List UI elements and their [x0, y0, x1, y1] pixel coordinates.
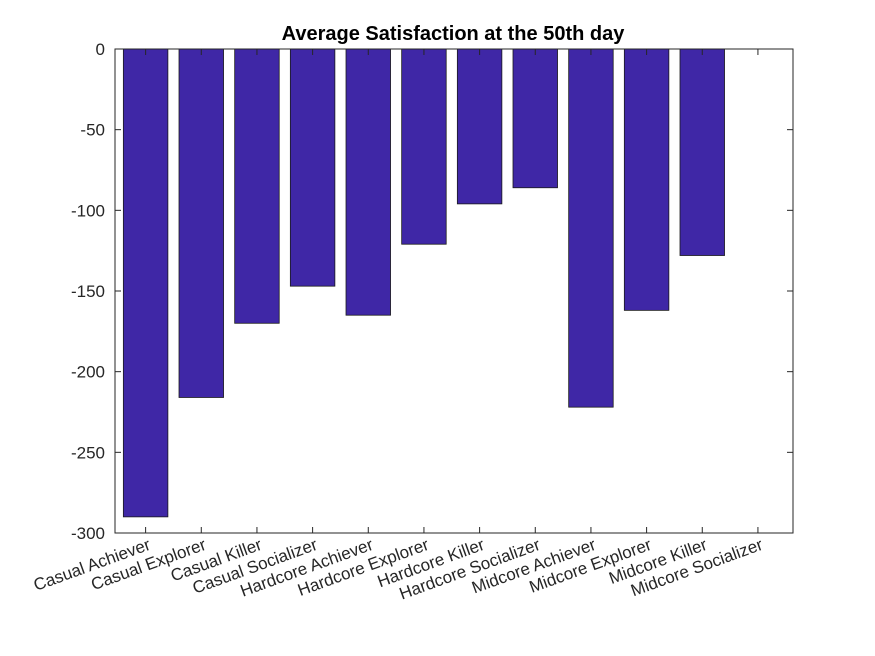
y-ticks-group: 0 -50 -100 -150 -200 -250 -300: [71, 40, 793, 543]
bar-2: [234, 48, 280, 324]
bar-4: [345, 48, 391, 316]
chart-title: Average Satisfaction at the 50th day: [282, 23, 626, 45]
y-tick-label: -150: [71, 282, 105, 301]
y-tick-label: -50: [80, 121, 105, 140]
y-tick-label: -100: [71, 201, 105, 220]
bar-7: [512, 48, 558, 189]
bar-0: [122, 48, 169, 518]
bar-8: [568, 48, 614, 408]
bar-5: [401, 48, 447, 245]
y-tick-label: -200: [71, 363, 105, 382]
bar-9: [623, 48, 670, 311]
bars-group: [122, 48, 725, 518]
bar-1: [178, 48, 224, 398]
y-tick-label: -300: [71, 524, 105, 543]
bar-10: [679, 48, 725, 256]
bar-6: [456, 48, 503, 205]
y-tick-label: -250: [71, 443, 105, 462]
bar-3: [289, 48, 336, 287]
y-tick-label: 0: [96, 40, 105, 59]
